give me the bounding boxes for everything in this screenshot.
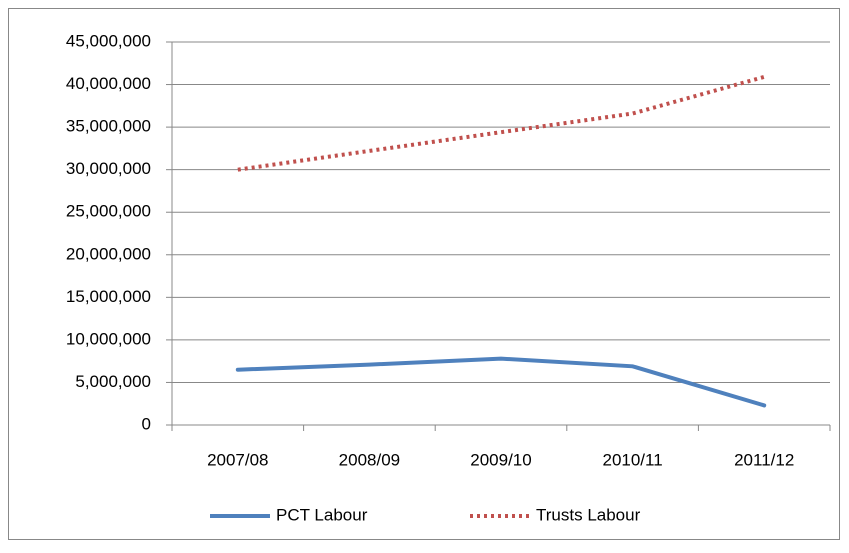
x-tick-label: 2010/11 [602,450,662,469]
y-tick-label: 10,000,000 [66,329,151,348]
y-tick-label: 0 [142,414,151,433]
x-tick-label: 2009/10 [470,450,531,469]
legend-label: PCT Labour [276,505,368,524]
x-tick-label: 2011/12 [734,450,794,469]
x-tick-label: 2008/09 [339,450,400,469]
chart-border [8,8,840,540]
y-tick-label: 45,000,000 [66,31,151,50]
y-tick-label: 30,000,000 [66,159,151,178]
y-tick-label: 5,000,000 [75,372,151,391]
y-tick-label: 25,000,000 [66,202,151,221]
y-tick-label: 40,000,000 [66,74,151,93]
x-tick-label: 2007/08 [207,450,268,469]
legend-label: Trusts Labour [536,505,641,524]
y-tick-label: 15,000,000 [66,287,151,306]
y-tick-label: 35,000,000 [66,117,151,136]
series-line [235,356,767,408]
y-tick-label: 20,000,000 [66,244,151,263]
